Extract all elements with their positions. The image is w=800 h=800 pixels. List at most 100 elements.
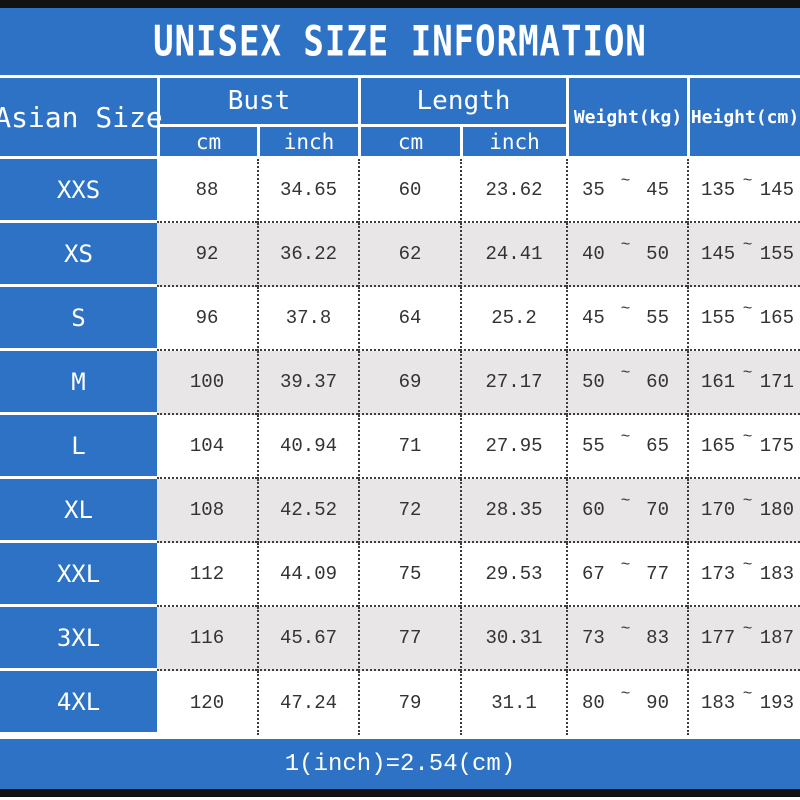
tilde-separator: ~ bbox=[742, 236, 753, 254]
length-inch-cell: 29.53 bbox=[460, 543, 566, 607]
weight-min: 67 bbox=[582, 563, 605, 585]
size-label-cell: XXL bbox=[0, 543, 157, 607]
size-label-cell: S bbox=[0, 287, 157, 351]
bust-cm-cell: 120 bbox=[157, 671, 257, 735]
top-border-bar bbox=[0, 0, 800, 8]
weight-min: 60 bbox=[582, 499, 605, 521]
weight-range-cell: 55 ~65 bbox=[566, 415, 687, 479]
table-row-xxl: XXL 112 44.09 75 29.53 67 ~77 173 ~183 bbox=[0, 543, 800, 607]
title-band: UNISEX SIZE INFORMATION bbox=[0, 8, 800, 78]
tilde-separator: ~ bbox=[620, 428, 631, 446]
tilde-separator: ~ bbox=[620, 172, 631, 190]
size-label-cell: 4XL bbox=[0, 671, 157, 735]
length-cm-cell: 71 bbox=[358, 415, 460, 479]
weight-max: 90 bbox=[646, 692, 669, 714]
height-max: 180 bbox=[759, 499, 794, 521]
table-row-xxs: XXS 88 34.65 60 23.62 35 ~45 135 ~145 bbox=[0, 159, 800, 223]
height-range-cell: 177 ~187 bbox=[687, 607, 800, 671]
bust-inch-cell: 45.67 bbox=[257, 607, 358, 671]
header-weight-kg: Weight(kg) bbox=[566, 78, 687, 156]
bust-cm-cell: 96 bbox=[157, 287, 257, 351]
table-row-3xl: 3XL 116 45.67 77 30.31 73 ~83 177 ~187 bbox=[0, 607, 800, 671]
header-bust-cm: cm bbox=[157, 124, 257, 156]
tilde-separator: ~ bbox=[620, 364, 631, 382]
height-min: 170 bbox=[701, 499, 736, 521]
header-asian-size: Asian Size bbox=[0, 100, 163, 134]
length-inch-cell: 30.31 bbox=[460, 607, 566, 671]
height-max: 187 bbox=[759, 627, 794, 649]
table-row-m: M 100 39.37 69 27.17 50 ~60 161 ~171 bbox=[0, 351, 800, 415]
height-max: 165 bbox=[759, 307, 794, 329]
size-label-cell: XXS bbox=[0, 159, 157, 223]
weight-min: 55 bbox=[582, 435, 605, 457]
length-inch-cell: 23.62 bbox=[460, 159, 566, 223]
height-max: 175 bbox=[759, 435, 794, 457]
weight-max: 83 bbox=[646, 627, 669, 649]
height-max: 155 bbox=[759, 243, 794, 265]
size-label-cell: L bbox=[0, 415, 157, 479]
height-min: 165 bbox=[701, 435, 736, 457]
weight-max: 45 bbox=[646, 179, 669, 201]
length-cm-cell: 60 bbox=[358, 159, 460, 223]
size-label-cell: M bbox=[0, 351, 157, 415]
header-bust: Bust bbox=[157, 78, 358, 124]
header-length: Length bbox=[358, 78, 566, 124]
table-row-xl: XL 108 42.52 72 28.35 60 ~70 170 ~180 bbox=[0, 479, 800, 543]
weight-range-cell: 73 ~83 bbox=[566, 607, 687, 671]
bust-inch-cell: 47.24 bbox=[257, 671, 358, 735]
height-range-cell: 155 ~165 bbox=[687, 287, 800, 351]
tilde-separator: ~ bbox=[742, 620, 753, 638]
table-row-s: S 96 37.8 64 25.2 45 ~55 155 ~165 bbox=[0, 287, 800, 351]
length-inch-cell: 28.35 bbox=[460, 479, 566, 543]
height-min: 145 bbox=[701, 243, 736, 265]
weight-range-cell: 80 ~90 bbox=[566, 671, 687, 735]
bust-inch-cell: 40.94 bbox=[257, 415, 358, 479]
height-max: 193 bbox=[759, 692, 794, 714]
bust-cm-cell: 116 bbox=[157, 607, 257, 671]
bust-inch-cell: 37.8 bbox=[257, 287, 358, 351]
weight-max: 50 bbox=[646, 243, 669, 265]
height-range-cell: 173 ~183 bbox=[687, 543, 800, 607]
tilde-separator: ~ bbox=[742, 685, 753, 703]
height-min: 161 bbox=[701, 371, 736, 393]
length-inch-cell: 27.17 bbox=[460, 351, 566, 415]
height-range-cell: 135 ~145 bbox=[687, 159, 800, 223]
tilde-separator: ~ bbox=[742, 172, 753, 190]
tilde-separator: ~ bbox=[742, 428, 753, 446]
length-cm-cell: 72 bbox=[358, 479, 460, 543]
tilde-separator: ~ bbox=[742, 492, 753, 510]
weight-min: 50 bbox=[582, 371, 605, 393]
tilde-separator: ~ bbox=[620, 300, 631, 318]
weight-range-cell: 40 ~50 bbox=[566, 223, 687, 287]
tilde-separator: ~ bbox=[620, 620, 631, 638]
table-header: Asian Size Bust Length Weight(kg) Height… bbox=[0, 78, 800, 159]
bottom-border-bar bbox=[0, 789, 800, 797]
length-inch-cell: 27.95 bbox=[460, 415, 566, 479]
height-min: 183 bbox=[701, 692, 736, 714]
bust-inch-cell: 34.65 bbox=[257, 159, 358, 223]
header-length-cm: cm bbox=[358, 124, 460, 156]
footer-band: 1(inch)=2.54(cm) bbox=[0, 739, 800, 789]
bust-inch-cell: 42.52 bbox=[257, 479, 358, 543]
tilde-separator: ~ bbox=[620, 685, 631, 703]
length-inch-cell: 25.2 bbox=[460, 287, 566, 351]
height-max: 183 bbox=[759, 563, 794, 585]
weight-max: 65 bbox=[646, 435, 669, 457]
weight-min: 35 bbox=[582, 179, 605, 201]
chart-title: UNISEX SIZE INFORMATION bbox=[153, 17, 647, 66]
bust-cm-cell: 112 bbox=[157, 543, 257, 607]
weight-min: 73 bbox=[582, 627, 605, 649]
table-row-l: L 104 40.94 71 27.95 55 ~65 165 ~175 bbox=[0, 415, 800, 479]
height-range-cell: 170 ~180 bbox=[687, 479, 800, 543]
height-range-cell: 161 ~171 bbox=[687, 351, 800, 415]
weight-range-cell: 45 ~55 bbox=[566, 287, 687, 351]
size-label-cell: XS bbox=[0, 223, 157, 287]
height-max: 145 bbox=[759, 179, 794, 201]
bust-inch-cell: 44.09 bbox=[257, 543, 358, 607]
weight-range-cell: 35 ~45 bbox=[566, 159, 687, 223]
weight-min: 40 bbox=[582, 243, 605, 265]
table-row-4xl: 4XL 120 47.24 79 31.1 80 ~90 183 ~193 bbox=[0, 671, 800, 735]
tilde-separator: ~ bbox=[742, 556, 753, 574]
weight-max: 77 bbox=[646, 563, 669, 585]
length-cm-cell: 64 bbox=[358, 287, 460, 351]
